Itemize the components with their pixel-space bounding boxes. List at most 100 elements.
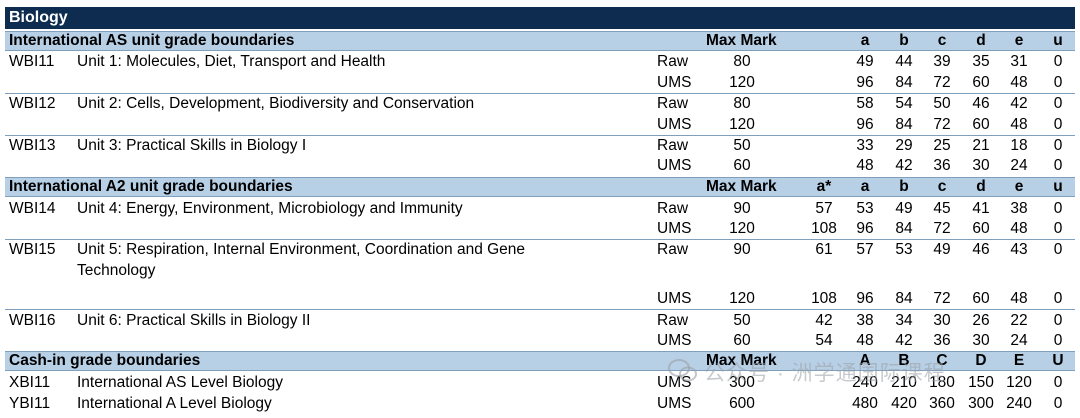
- grade-c: 25: [933, 137, 951, 154]
- grade-c: 360: [929, 395, 955, 412]
- grade-astar: 108: [811, 220, 837, 237]
- grade-b: 210: [891, 374, 917, 391]
- grade-d: 46: [972, 241, 990, 258]
- grade-u: 0: [1053, 137, 1063, 154]
- grade-d: 21: [972, 137, 990, 154]
- grade-astar: 54: [815, 332, 833, 349]
- grade-b: 84: [895, 74, 913, 91]
- grade-d: 41: [972, 200, 990, 217]
- grade-d: 300: [968, 395, 994, 412]
- qual-name: International A Level Biology: [77, 395, 272, 412]
- grade-c: 30: [933, 312, 951, 329]
- unit-code: WBI14: [9, 200, 56, 217]
- row-type: Raw: [657, 200, 689, 217]
- grade-e: 42: [1010, 95, 1028, 112]
- grade-b: 44: [895, 53, 913, 70]
- grade-e: 48: [1010, 220, 1028, 237]
- row-type: Raw: [657, 95, 689, 112]
- grade-u: 0: [1053, 312, 1063, 329]
- col-astar: a*: [816, 178, 832, 195]
- unit-code: WBI15: [9, 241, 56, 258]
- grade-a: 480: [852, 395, 878, 412]
- qual-name: International AS Level Biology: [77, 374, 283, 391]
- section-heading: Cash-in grade boundaries: [9, 352, 201, 369]
- max-mark: 90: [733, 200, 751, 217]
- grade-e: 18: [1010, 137, 1028, 154]
- col-max-mark: Max Mark: [706, 178, 777, 195]
- section-heading: International A2 unit grade boundaries: [9, 178, 293, 195]
- grade-a: 96: [856, 290, 874, 307]
- grade-c: 45: [933, 200, 951, 217]
- section-header-as: [5, 31, 1075, 51]
- grade-c: 39: [933, 53, 951, 70]
- row-divider: [5, 135, 1075, 136]
- grade-b: 49: [895, 200, 913, 217]
- qual-code: YBI11: [9, 395, 51, 412]
- section-header-a2: [5, 177, 1075, 197]
- section-heading: International AS unit grade boundaries: [9, 32, 295, 49]
- col-max-mark: Max Mark: [706, 352, 777, 369]
- col-e: e: [1014, 32, 1024, 49]
- grade-u: 0: [1053, 95, 1063, 112]
- page-title: Biology: [9, 9, 68, 26]
- max-mark: 50: [733, 312, 751, 329]
- row-divider: [5, 239, 1075, 240]
- grade-u: 0: [1053, 395, 1063, 412]
- grade-a: 58: [856, 95, 874, 112]
- grade-u: 0: [1053, 116, 1063, 133]
- max-mark: 60: [733, 332, 751, 349]
- grade-u: 0: [1053, 157, 1063, 174]
- col-c: c: [937, 178, 947, 195]
- grade-a: 96: [856, 220, 874, 237]
- grade-c: 36: [933, 332, 951, 349]
- unit-name: Unit 2: Cells, Development, Biodiversity…: [77, 95, 475, 112]
- grade-b: 53: [895, 241, 913, 258]
- grade-u: 0: [1053, 53, 1063, 70]
- grade-a: 240: [852, 374, 878, 391]
- grade-e: 24: [1010, 332, 1028, 349]
- grade-astar: 42: [815, 312, 833, 329]
- col-u: u: [1053, 178, 1063, 195]
- col-c: c: [937, 32, 947, 49]
- grade-u: 0: [1053, 200, 1063, 217]
- unit-name: Unit 4: Energy, Environment, Microbiolog…: [77, 200, 463, 217]
- grade-b: 84: [895, 290, 913, 307]
- qual-code: XBI11: [9, 374, 51, 391]
- row-type: UMS: [657, 332, 692, 349]
- col-b: b: [899, 32, 909, 49]
- grade-b: 420: [891, 395, 917, 412]
- grade-u: 0: [1053, 374, 1063, 391]
- row-type: UMS: [657, 220, 692, 237]
- grade-d: 46: [972, 95, 990, 112]
- grade-d: 30: [972, 157, 990, 174]
- grade-d: 60: [972, 74, 990, 91]
- grade-d: 60: [972, 220, 990, 237]
- unit-code: WBI12: [9, 95, 56, 112]
- col-e: E: [1013, 352, 1025, 369]
- unit-name-line2: Technology: [77, 262, 156, 279]
- row-divider: [5, 93, 1075, 94]
- grade-d: 35: [972, 53, 990, 70]
- unit-name-line1: Unit 5: Respiration, Internal Environmen…: [77, 241, 526, 258]
- col-d: d: [976, 178, 986, 195]
- grade-u: 0: [1053, 220, 1063, 237]
- max-mark: 120: [729, 290, 755, 307]
- grade-c: 72: [933, 74, 951, 91]
- grade-a: 57: [856, 241, 874, 258]
- grade-d: 60: [972, 116, 990, 133]
- max-mark: 90: [733, 241, 751, 258]
- row-type: UMS: [657, 74, 692, 91]
- unit-name: Unit 3: Practical Skills in Biology I: [77, 137, 307, 154]
- col-d: d: [976, 32, 986, 49]
- grade-b: 42: [895, 332, 913, 349]
- grade-e: 24: [1010, 157, 1028, 174]
- grade-e: 48: [1010, 290, 1028, 307]
- max-mark: 120: [729, 74, 755, 91]
- col-b: b: [899, 178, 909, 195]
- col-c: C: [936, 352, 948, 369]
- row-type: UMS: [657, 116, 692, 133]
- grade-a: 96: [856, 74, 874, 91]
- grade-b: 34: [895, 312, 913, 329]
- grade-u: 0: [1053, 290, 1063, 307]
- grade-e: 240: [1006, 395, 1032, 412]
